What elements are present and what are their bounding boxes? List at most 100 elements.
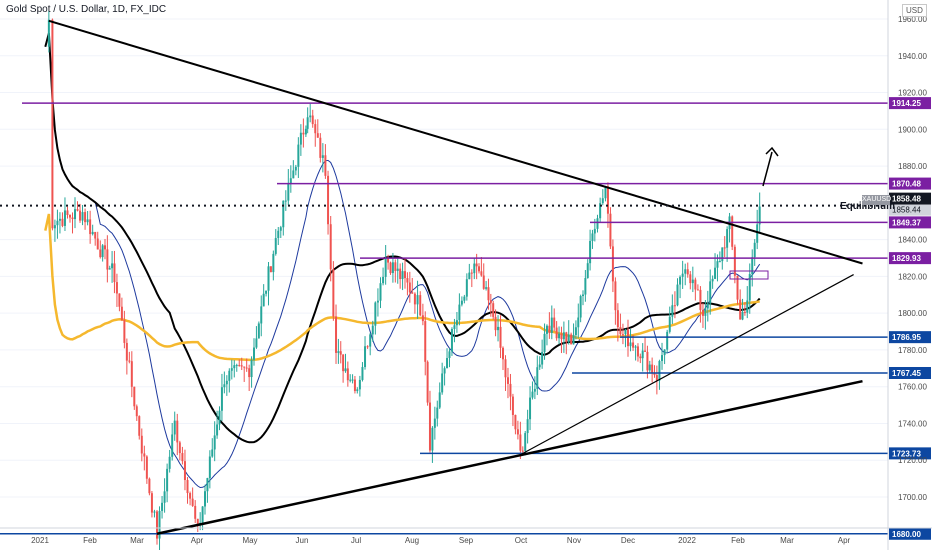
level-badge [889,331,931,344]
candle-body [504,359,507,378]
highlight-box [729,270,769,280]
candle-body [138,416,141,436]
candle-body [485,287,488,289]
level-label: 1786.95 [892,333,921,342]
y-tick-label: 1780.00 [898,346,927,355]
candle-body [499,326,502,348]
candle-body [145,456,148,479]
candle-body [220,387,223,411]
candle-body [389,262,392,274]
candle-body [601,198,604,204]
candle-body [465,279,468,297]
candle-body [686,269,689,275]
candle-body [718,261,721,263]
candle-body [260,306,263,324]
level-label: 1849.37 [892,218,921,227]
candle-body [68,214,71,218]
candle-body [282,200,285,228]
candle-body [208,456,211,479]
candle-body [424,321,427,362]
candle-body [204,491,207,507]
candle-body [545,325,548,334]
candle-body [533,388,536,392]
level-badge [889,252,931,265]
candle-body [161,502,164,511]
candle-body [299,132,302,145]
candle-body [245,367,248,369]
candle-body [560,333,563,340]
candle-body [641,350,644,359]
x-tick-label: May [242,536,257,545]
candle-body [579,296,582,318]
candle-body [753,242,756,258]
candle-body [577,317,580,328]
candle-body [506,377,509,384]
candle-body [651,364,654,373]
candle-body [194,505,197,519]
candle-body [644,350,647,352]
candle-body [436,407,439,419]
x-tick-label: Aug [405,536,419,545]
currency-button[interactable]: USD [902,4,927,17]
candle-body [108,268,111,270]
candle-body [319,137,322,158]
candle-body [71,217,74,220]
candle-body [458,304,461,321]
x-tick-label: Jun [296,536,309,545]
candle-body [550,317,553,333]
candle-body [626,329,629,347]
candle-body [297,144,300,167]
candle-body [123,320,126,343]
candle-body [426,361,429,403]
candle-body [706,303,709,309]
candle-body [733,246,736,276]
candle-body [694,279,697,290]
candle-body [541,351,544,365]
candle-body [371,325,374,335]
candle-body [668,316,671,332]
candle-body [342,354,345,372]
candle-body [558,333,561,339]
candle-body [548,325,551,333]
level-badge [889,216,931,229]
candle-body [274,238,277,254]
candle-body [358,379,361,390]
candle-body [689,274,692,284]
candle-body [748,274,751,301]
candle-body [596,218,599,229]
candle-body [519,434,522,451]
candle-body [216,424,219,436]
candle-body [463,296,466,301]
candle-body [614,281,617,311]
candle-body [438,392,441,408]
candle-body [361,367,364,380]
candle-body [609,213,612,247]
candle-body [163,491,166,503]
y-tick-label: 1940.00 [898,52,927,61]
candle-body [494,316,497,331]
candle-body [111,263,114,269]
candle-body [746,300,749,313]
candle-body [646,351,649,371]
candle-body [408,282,411,293]
symbol-tag: XAUUSD [862,195,892,205]
candle-body [223,384,226,388]
candle-body [480,271,483,276]
last-price-label: 1858.48 [892,195,921,204]
candle-body [130,361,133,387]
candle-body [524,433,527,451]
candle-body [743,311,746,313]
y-tick-label: 1740.00 [898,419,927,428]
level-label: 1680.00 [892,530,921,539]
candle-body [91,231,94,235]
candle-body [411,292,414,294]
candle-body [148,478,151,494]
candle-body [446,358,449,369]
candle-body [191,498,194,506]
candle-body [240,365,243,367]
candle-body [353,379,356,392]
candle-body [101,245,104,258]
candle-body [681,273,684,277]
